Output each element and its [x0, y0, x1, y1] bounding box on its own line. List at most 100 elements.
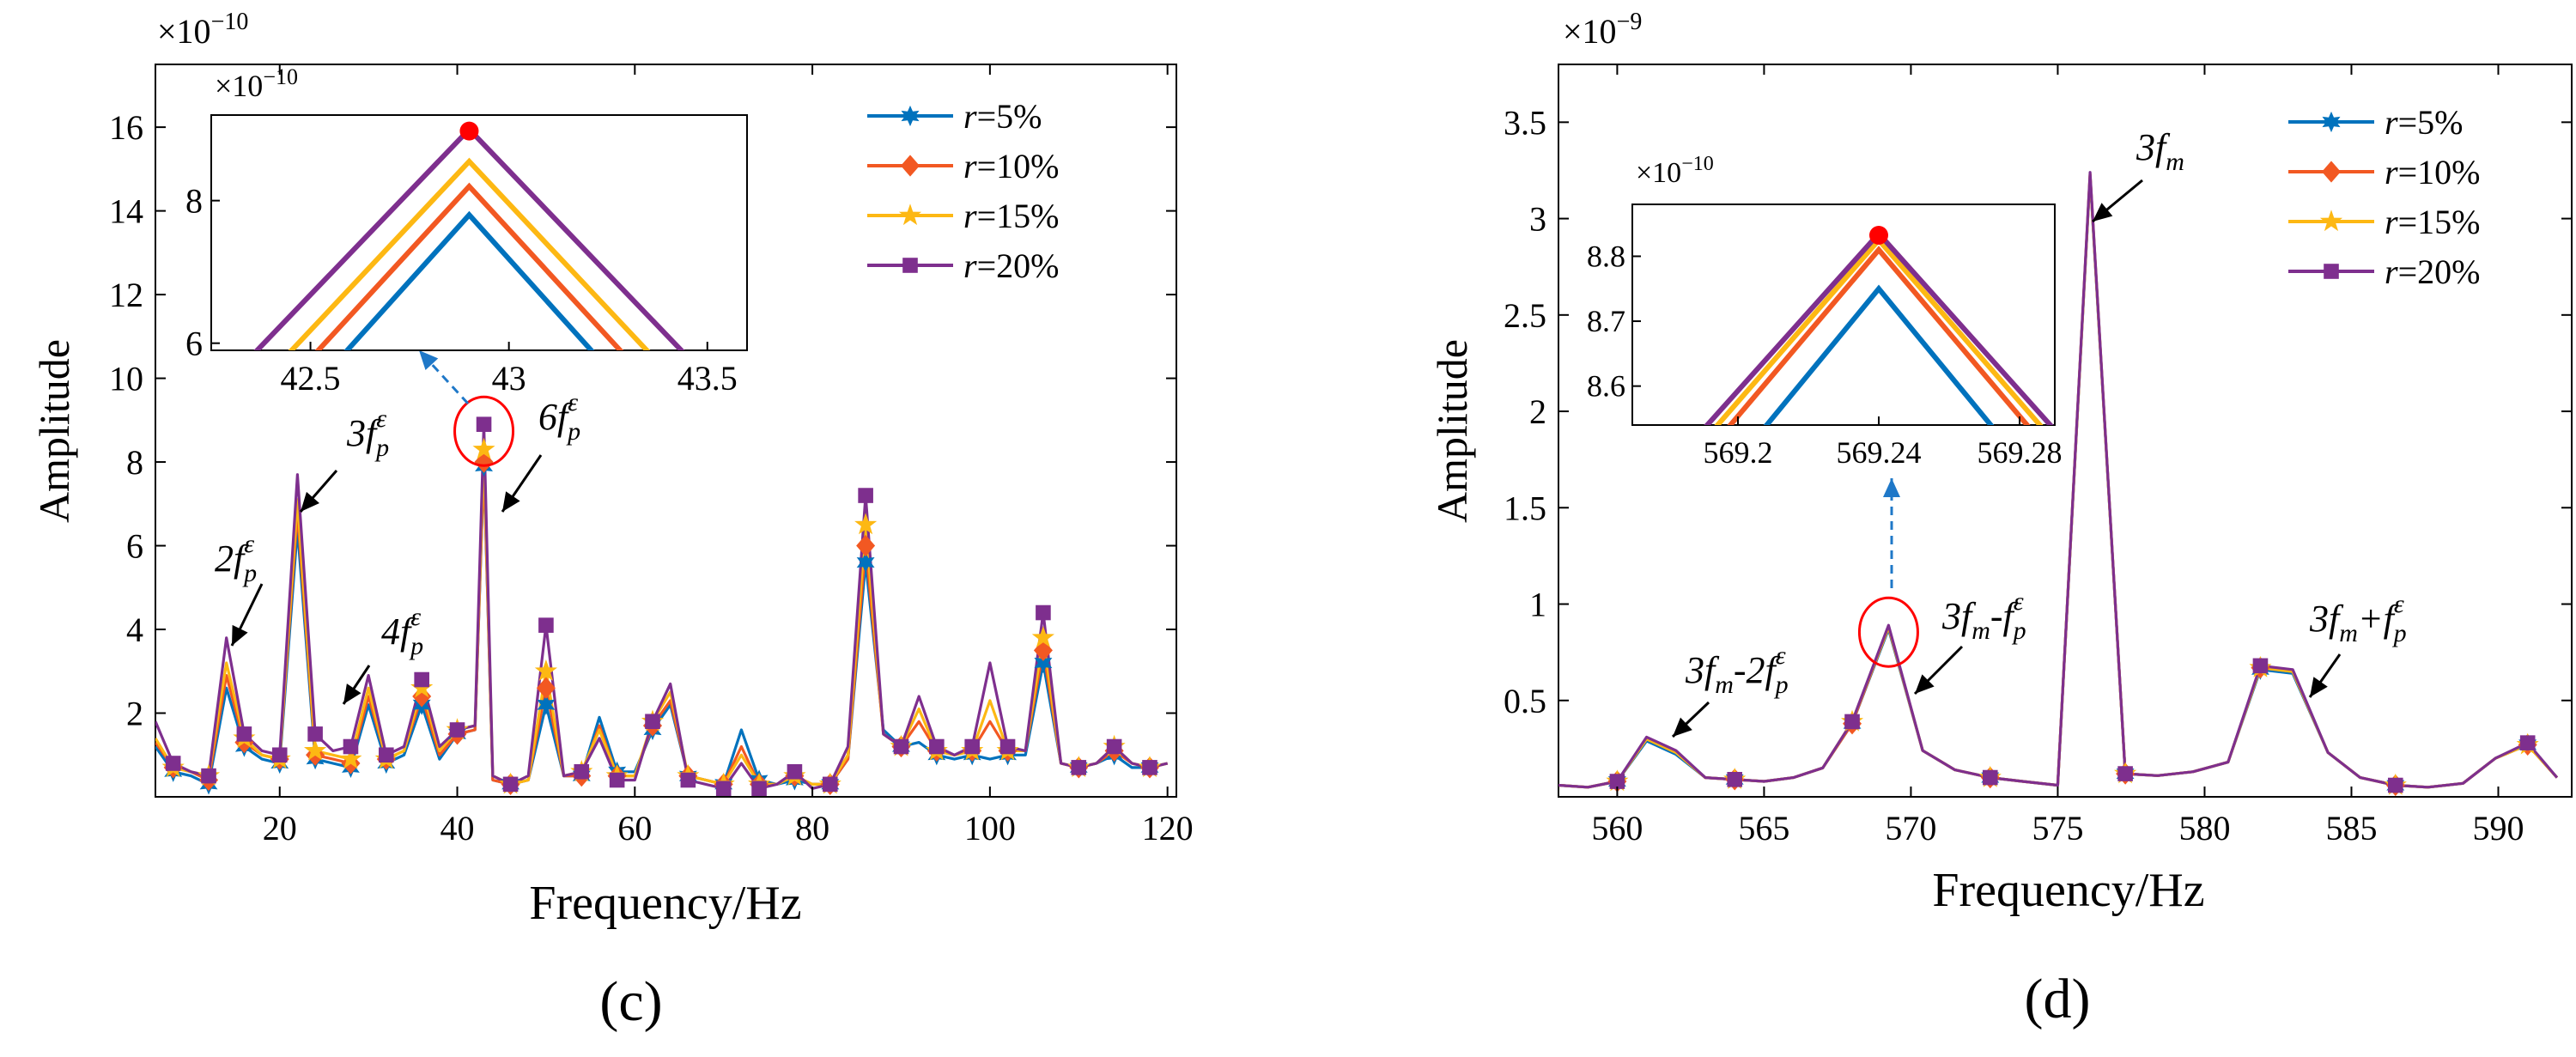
data-point — [271, 747, 288, 763]
data-point — [165, 756, 181, 771]
arrow-6fp-head — [502, 491, 520, 512]
data-point — [1034, 652, 1053, 674]
highlight-circle — [453, 395, 515, 467]
data-point — [307, 726, 323, 742]
annotation-3fm-2fp: 3fm-2fε p — [1685, 641, 1789, 699]
data-point — [339, 747, 362, 769]
data-point — [1106, 738, 1122, 755]
panel-d-inset-y-scale: ×10−10 — [1636, 153, 1714, 189]
data-point — [1844, 714, 1860, 730]
arrow-3fp-head — [301, 491, 320, 512]
data-point — [856, 534, 876, 557]
data-point — [537, 694, 556, 715]
x-tick-label: 60 — [617, 809, 652, 847]
panel-c: 20 40 60 80 100 120 2 4 6 8 10 12 14 16 ×10−10 Amplit… — [30, 9, 1194, 1033]
legend-marker-3 — [2319, 210, 2343, 232]
x-tick-label: 100 — [964, 809, 1016, 847]
data-point — [999, 738, 1016, 755]
y-tick-label: 2 — [126, 695, 143, 733]
inset-x-tick-label: 42.5 — [281, 359, 341, 398]
y-tick-label: 3.5 — [1504, 103, 1546, 142]
inset-x-tick-label: 569.2 — [1704, 435, 1773, 470]
legend-marker-2 — [901, 155, 920, 177]
data-point — [379, 747, 394, 763]
legend-marker-4 — [902, 258, 918, 273]
annotation-2fp: 2fε p — [215, 530, 257, 587]
y-tick-label: 1.5 — [1504, 489, 1546, 527]
data-point — [645, 714, 660, 730]
data-point — [787, 763, 803, 780]
arrow-3fm-head — [2093, 203, 2113, 222]
legend-label-2: r=10% — [963, 147, 1059, 185]
data-point — [2252, 658, 2269, 674]
legend-label-4: r=20% — [2385, 252, 2480, 291]
data-point — [858, 488, 873, 503]
data-point — [715, 781, 732, 797]
data-point — [964, 738, 980, 755]
legend-marker-1 — [2322, 111, 2341, 133]
legend-label-3: r=15% — [2385, 203, 2480, 241]
inset-series-2 — [1727, 246, 2031, 425]
data-point — [2519, 735, 2536, 750]
panel-c-inset: 42.5 43 43.5 6 8 ×10−10 — [185, 64, 748, 398]
data-point — [304, 738, 327, 761]
data-point — [236, 726, 252, 742]
y-tick-label: 8 — [126, 443, 143, 482]
panel-c-label: (c) — [599, 970, 662, 1033]
legend-label-1: r=5% — [2385, 103, 2463, 142]
y-tick-label: 4 — [126, 611, 143, 649]
legend-marker-3 — [898, 204, 922, 226]
data-point — [680, 772, 696, 788]
data-point — [856, 551, 875, 574]
data-point — [1982, 769, 1998, 786]
panel-d-xlabel: Frequency/Hz — [1932, 864, 2204, 917]
data-point — [201, 768, 216, 784]
panel-d: 560 565 570 575 580 585 590 0.5 1 1.5 2 2.5 3 3.5 ×10… — [1428, 9, 2573, 1030]
inset-x-tick-label: 43 — [492, 359, 526, 398]
inset-series-2 — [314, 182, 624, 350]
inset-pointer-arrow-d-head — [1883, 478, 1900, 497]
data-point — [854, 513, 878, 535]
arrow-2fp-head — [232, 624, 248, 646]
data-point — [2117, 766, 2133, 781]
data-point — [1609, 774, 1625, 789]
legend-label-3: r=15% — [963, 197, 1059, 235]
panel-d-label: (d) — [2025, 968, 2091, 1030]
panel-d-inset-frame — [1631, 204, 2056, 426]
data-point — [893, 738, 909, 755]
x-tick-label: 40 — [440, 809, 475, 847]
panel-c-inset-frame — [210, 114, 748, 351]
y-tick-label: 12 — [109, 276, 143, 314]
arrow-3fm-2fp-head — [1673, 717, 1692, 737]
data-point — [822, 776, 838, 793]
x-tick-label: 560 — [1591, 809, 1643, 847]
legend-marker-1 — [901, 105, 920, 127]
panel-c-y-scale: ×10−10 — [157, 9, 248, 51]
y-tick-label: 0.5 — [1504, 682, 1546, 720]
panel-d-plot-area — [1558, 64, 2573, 798]
legend-marker-2 — [2322, 161, 2341, 183]
data-point — [343, 738, 359, 755]
y-tick-label: 6 — [126, 527, 143, 566]
inset-y-tick-label: 8 — [185, 182, 203, 221]
data-point — [751, 781, 767, 797]
data-point — [476, 416, 492, 432]
y-tick-label: 10 — [109, 360, 143, 398]
data-point — [1036, 604, 1051, 621]
panel-d-inset: 569.2 569.24 569.28 8.6 8.7 8.8 ×10−10 — [1587, 153, 2063, 470]
x-tick-label: 580 — [2178, 809, 2230, 847]
legend-label-2: r=10% — [2385, 153, 2480, 191]
x-tick-label: 585 — [2325, 809, 2377, 847]
panel-c-inset-y-scale: ×10−10 — [215, 64, 298, 103]
legend-marker-4 — [2324, 264, 2339, 279]
data-point — [1142, 760, 1157, 775]
data-point — [1071, 760, 1087, 775]
inset-series-3 — [288, 157, 651, 350]
panel-c-xlabel: Frequency/Hz — [529, 877, 801, 930]
annotation-3fm+fp: 3fm+fε p — [2309, 590, 2407, 647]
highlight-circle — [1857, 596, 1919, 668]
x-tick-label: 590 — [2472, 809, 2524, 847]
annotation-4fp: 4fε p — [381, 603, 423, 660]
